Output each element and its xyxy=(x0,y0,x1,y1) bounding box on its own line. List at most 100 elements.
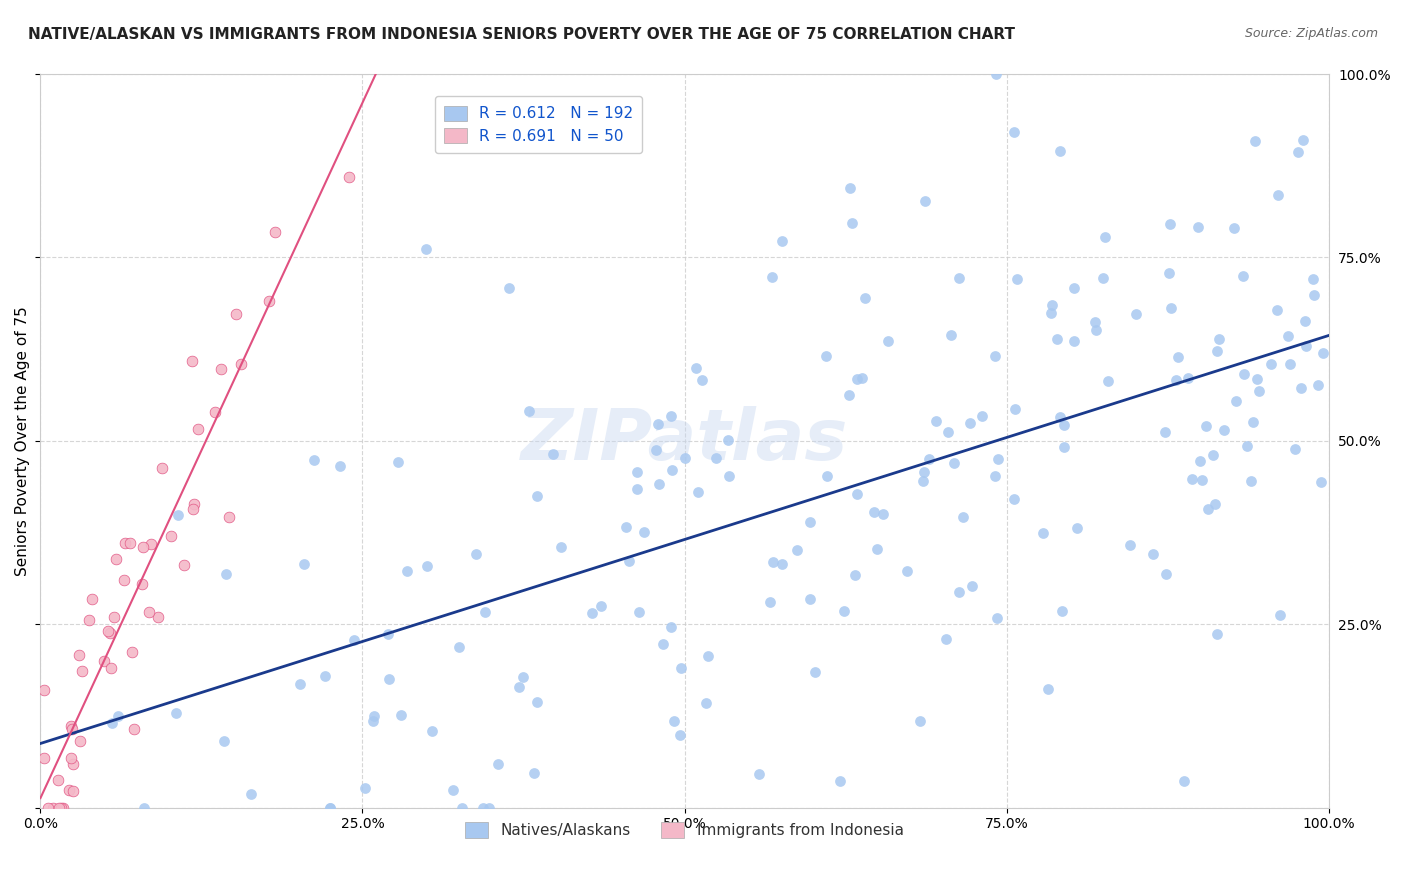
Point xyxy=(363,708,385,723)
Point xyxy=(146,609,169,624)
Point xyxy=(486,757,509,772)
Point xyxy=(659,620,682,634)
Point xyxy=(1212,423,1234,437)
Point xyxy=(661,462,683,476)
Point xyxy=(647,417,669,432)
Point xyxy=(1097,374,1119,388)
Point xyxy=(1289,381,1312,395)
Point xyxy=(1181,472,1204,486)
Point xyxy=(1063,334,1085,349)
Point xyxy=(786,543,808,558)
Point xyxy=(82,592,104,607)
Point xyxy=(550,540,572,554)
Point xyxy=(1236,439,1258,453)
Point xyxy=(972,409,994,423)
Point xyxy=(1277,328,1299,343)
Point xyxy=(626,482,648,496)
Point xyxy=(183,497,205,511)
Point xyxy=(1063,281,1085,295)
Point xyxy=(1157,266,1180,280)
Point xyxy=(1206,343,1229,358)
Point xyxy=(1292,133,1315,147)
Point xyxy=(1040,306,1063,320)
Point xyxy=(1286,145,1309,159)
Point xyxy=(986,610,1008,624)
Point xyxy=(131,577,153,591)
Point xyxy=(896,564,918,578)
Point xyxy=(918,451,941,466)
Point xyxy=(1154,567,1177,582)
Point xyxy=(1167,350,1189,364)
Point xyxy=(541,447,564,461)
Point xyxy=(645,443,668,458)
Point xyxy=(799,592,821,607)
Point xyxy=(914,194,936,208)
Point xyxy=(761,270,783,285)
Point xyxy=(395,564,418,578)
Point xyxy=(329,459,352,474)
Point xyxy=(52,801,75,815)
Point xyxy=(614,520,637,534)
Point xyxy=(134,801,156,815)
Point xyxy=(948,271,970,285)
Point xyxy=(1092,270,1115,285)
Point xyxy=(866,542,889,557)
Point xyxy=(292,557,315,571)
Point xyxy=(1206,627,1229,641)
Point xyxy=(377,627,399,641)
Point xyxy=(845,487,868,501)
Point xyxy=(839,181,862,195)
Point xyxy=(799,515,821,529)
Point xyxy=(93,655,115,669)
Point xyxy=(1312,346,1334,360)
Point xyxy=(1284,442,1306,456)
Text: NATIVE/ALASKAN VS IMMIGRANTS FROM INDONESIA SENIORS POVERTY OVER THE AGE OF 75 C: NATIVE/ALASKAN VS IMMIGRANTS FROM INDONE… xyxy=(28,27,1015,42)
Point xyxy=(1046,332,1069,346)
Point xyxy=(759,595,782,609)
Point xyxy=(48,801,70,815)
Point xyxy=(389,708,412,723)
Point xyxy=(107,709,129,723)
Point xyxy=(845,372,868,386)
Point xyxy=(1246,372,1268,386)
Point xyxy=(240,787,263,801)
Point xyxy=(717,469,740,483)
Point xyxy=(704,451,727,466)
Point xyxy=(770,557,793,571)
Point xyxy=(1198,501,1220,516)
Point xyxy=(1225,394,1247,409)
Point xyxy=(62,784,84,798)
Point xyxy=(815,469,838,483)
Point xyxy=(441,783,464,797)
Point xyxy=(960,579,983,593)
Point xyxy=(1053,418,1076,433)
Point xyxy=(1049,410,1071,425)
Point xyxy=(204,405,226,419)
Point xyxy=(121,644,143,658)
Point xyxy=(1142,547,1164,561)
Point xyxy=(803,665,825,680)
Point xyxy=(1244,134,1267,148)
Point xyxy=(62,756,84,771)
Point xyxy=(851,370,873,384)
Point xyxy=(112,573,135,587)
Point xyxy=(264,226,287,240)
Point xyxy=(1159,217,1181,231)
Point xyxy=(659,409,682,424)
Point xyxy=(1309,475,1331,490)
Point xyxy=(1233,367,1256,381)
Point xyxy=(1002,491,1025,506)
Point xyxy=(986,452,1008,467)
Point xyxy=(1247,384,1270,398)
Point xyxy=(1173,773,1195,788)
Point xyxy=(523,766,546,780)
Point xyxy=(517,404,540,418)
Point xyxy=(1189,454,1212,468)
Point xyxy=(1094,230,1116,244)
Point xyxy=(935,632,957,646)
Point xyxy=(97,624,120,638)
Point xyxy=(662,714,685,729)
Point xyxy=(474,605,496,619)
Point xyxy=(633,525,655,540)
Point xyxy=(1204,498,1226,512)
